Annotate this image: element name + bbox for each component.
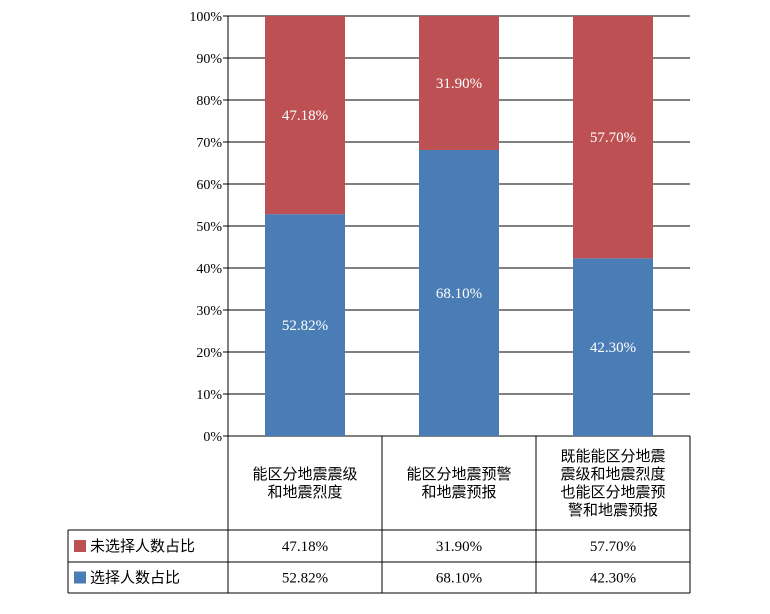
y-tick-label: 20% [196, 346, 222, 361]
table-cell: 31.90% [436, 539, 482, 555]
table-cell: 57.70% [590, 539, 636, 555]
data-label: 68.10% [436, 286, 482, 302]
legend-label: 未选择人数占比 [90, 537, 195, 555]
category-label: 和地震烈度 [267, 483, 342, 501]
y-tick-label: 70% [196, 136, 222, 151]
table-cell: 42.30% [590, 571, 636, 587]
y-tick-label: 0% [203, 430, 222, 445]
data-label: 57.70% [590, 130, 636, 146]
bar-selected [265, 214, 345, 436]
bar-not-selected [265, 16, 345, 215]
table-cell: 68.10% [436, 571, 482, 587]
data-label: 42.30% [590, 340, 636, 356]
bar-not-selected [573, 16, 653, 259]
y-tick-label: 90% [196, 52, 222, 67]
bar-selected [419, 149, 499, 437]
y-tick-label: 100% [189, 10, 222, 25]
legend-label: 选择人数占比 [90, 569, 180, 587]
y-tick-label: 40% [196, 262, 222, 277]
bar-selected [573, 258, 653, 436]
category-label: 也能区分地震预 [560, 483, 665, 501]
table-cell: 52.82% [282, 571, 328, 587]
category-label: 能区分地震预警 [406, 465, 511, 483]
bars: 52.82% 47.18% 68.10% 31.90% 42.30% 57.70% [265, 16, 653, 437]
category-label: 能区分地震震级 [252, 465, 357, 483]
y-tick-label: 80% [196, 94, 222, 109]
data-label: 52.82% [282, 318, 328, 334]
category-label: 警和地震预报 [568, 501, 658, 519]
y-tick-label: 50% [196, 220, 222, 235]
data-label: 47.18% [282, 108, 328, 124]
category-label: 震级和地震烈度 [560, 465, 665, 483]
y-tick-label: 30% [196, 304, 222, 319]
y-tick-label: 10% [196, 388, 222, 403]
category-label: 和地震预报 [421, 483, 496, 501]
y-tick-label: 60% [196, 178, 222, 193]
bar-not-selected [419, 16, 499, 150]
y-axis: 0% 10% 20% 30% 40% 50% 60% 70% 80% 90% 100% [189, 10, 229, 445]
legend-swatch [74, 540, 86, 552]
category-label: 既能能区分地震 [560, 447, 665, 465]
table-cell: 47.18% [282, 539, 328, 555]
data-label: 31.90% [436, 76, 482, 92]
legend-swatch [74, 571, 86, 584]
